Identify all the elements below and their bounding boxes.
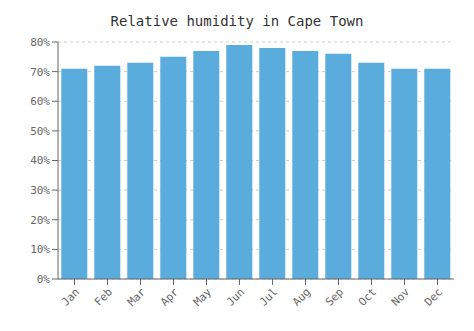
- svg-text:Jun: Jun: [224, 285, 247, 308]
- svg-text:50%: 50%: [30, 125, 50, 138]
- svg-text:Dec: Dec: [422, 285, 445, 308]
- html-text:Relative humidity in Cape Town: Relative humidity in Cape Town: [110, 13, 364, 29]
- svg-text:Feb: Feb: [92, 285, 115, 308]
- svg-text:20%: 20%: [30, 214, 50, 227]
- svg-text:Nov: Nov: [389, 285, 413, 309]
- svg-text:70%: 70%: [30, 66, 50, 79]
- svg-text:80%: 80%: [30, 36, 50, 49]
- svg-text:Apr: Apr: [158, 285, 182, 309]
- svg-text:May: May: [191, 285, 215, 309]
- svg-text:Sep: Sep: [323, 285, 346, 308]
- svg-text:40%: 40%: [30, 154, 50, 167]
- svg-text:Aug: Aug: [290, 285, 313, 308]
- svg-text:30%: 30%: [30, 184, 50, 197]
- svg-text:Jul: Jul: [257, 285, 280, 308]
- svg-text:Oct: Oct: [356, 285, 379, 308]
- svg-text:10%: 10%: [30, 243, 50, 256]
- svg-text:60%: 60%: [30, 95, 50, 108]
- svg-text:Mar: Mar: [125, 285, 149, 309]
- svg-text:0%: 0%: [37, 273, 51, 286]
- svg-text:Jan: Jan: [59, 285, 82, 308]
